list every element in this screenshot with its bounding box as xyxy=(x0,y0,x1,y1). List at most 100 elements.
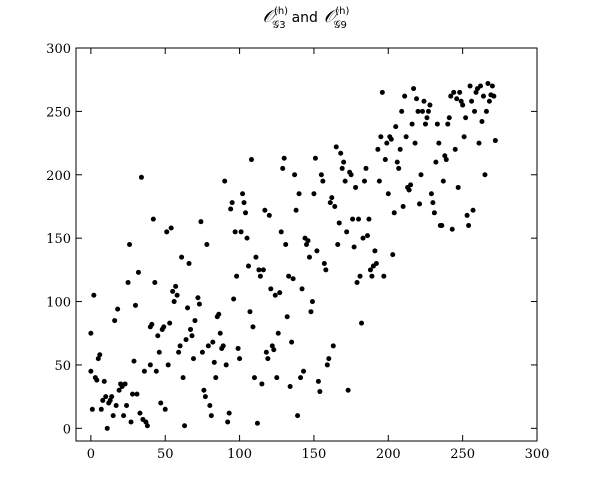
point xyxy=(372,248,378,254)
point xyxy=(378,134,384,140)
point xyxy=(384,140,390,146)
point xyxy=(442,153,448,159)
point xyxy=(436,140,442,146)
point xyxy=(489,83,495,89)
point xyxy=(391,210,397,216)
point xyxy=(167,320,173,326)
point xyxy=(379,89,385,95)
point xyxy=(277,290,283,296)
point xyxy=(262,207,268,213)
point xyxy=(225,419,231,425)
x-tick-label: 150 xyxy=(302,447,327,462)
point xyxy=(464,212,470,218)
point xyxy=(95,356,101,362)
point xyxy=(188,326,194,332)
point xyxy=(422,121,428,127)
point xyxy=(477,83,483,89)
point xyxy=(186,261,192,267)
point xyxy=(229,200,235,206)
point xyxy=(326,356,332,362)
title-joiner: and xyxy=(292,10,318,26)
point xyxy=(492,138,498,144)
point xyxy=(454,96,460,102)
point xyxy=(275,330,281,336)
point xyxy=(287,383,293,389)
point xyxy=(253,254,259,260)
point xyxy=(101,378,107,384)
point xyxy=(428,191,434,197)
point xyxy=(396,165,402,171)
point xyxy=(243,210,249,216)
point xyxy=(240,191,246,197)
point xyxy=(100,397,106,403)
point xyxy=(122,381,128,387)
point xyxy=(185,305,191,311)
point xyxy=(406,187,412,193)
point xyxy=(417,201,423,207)
point xyxy=(455,184,461,190)
point xyxy=(491,93,497,99)
x-tick-label: 100 xyxy=(227,447,252,462)
point xyxy=(381,273,387,279)
point xyxy=(336,220,342,226)
point xyxy=(458,98,464,104)
point xyxy=(388,136,394,142)
point xyxy=(295,413,301,419)
point xyxy=(113,403,119,409)
point xyxy=(210,339,216,345)
point xyxy=(130,391,136,397)
point xyxy=(286,273,292,279)
point xyxy=(213,375,219,381)
point xyxy=(469,98,475,104)
point xyxy=(107,397,113,403)
point xyxy=(132,302,138,308)
point xyxy=(152,280,158,286)
point xyxy=(217,330,223,336)
point xyxy=(124,403,130,409)
point xyxy=(189,333,195,339)
point xyxy=(91,292,97,298)
x-tick-label: 300 xyxy=(525,447,550,462)
point xyxy=(269,343,275,349)
point xyxy=(263,349,269,355)
point xyxy=(110,413,116,419)
point xyxy=(176,349,182,355)
point xyxy=(248,157,254,163)
x-tick-label: 50 xyxy=(157,447,174,462)
point xyxy=(143,419,149,425)
point xyxy=(360,235,366,241)
point xyxy=(364,233,370,239)
point xyxy=(290,276,296,282)
point xyxy=(317,389,323,395)
point xyxy=(216,311,222,317)
point xyxy=(327,200,333,206)
point xyxy=(98,406,104,412)
point xyxy=(293,207,299,213)
title-sup: (h) xyxy=(335,6,349,17)
point xyxy=(116,387,122,393)
point xyxy=(486,98,492,104)
point xyxy=(321,261,327,267)
title-sub: 𝒢3 xyxy=(272,20,285,31)
point xyxy=(397,146,403,152)
point xyxy=(149,321,155,327)
point xyxy=(439,222,445,228)
point xyxy=(350,216,356,222)
point xyxy=(121,413,127,419)
point xyxy=(463,115,469,121)
point xyxy=(390,252,396,258)
point xyxy=(104,425,110,431)
point xyxy=(480,93,486,99)
point xyxy=(202,394,208,400)
point xyxy=(314,248,320,254)
point xyxy=(103,394,109,400)
point xyxy=(339,165,345,171)
point xyxy=(207,403,213,409)
point xyxy=(335,242,341,247)
point xyxy=(223,362,229,368)
point xyxy=(446,115,452,121)
point xyxy=(476,140,482,146)
point xyxy=(192,318,198,324)
point xyxy=(265,356,271,362)
